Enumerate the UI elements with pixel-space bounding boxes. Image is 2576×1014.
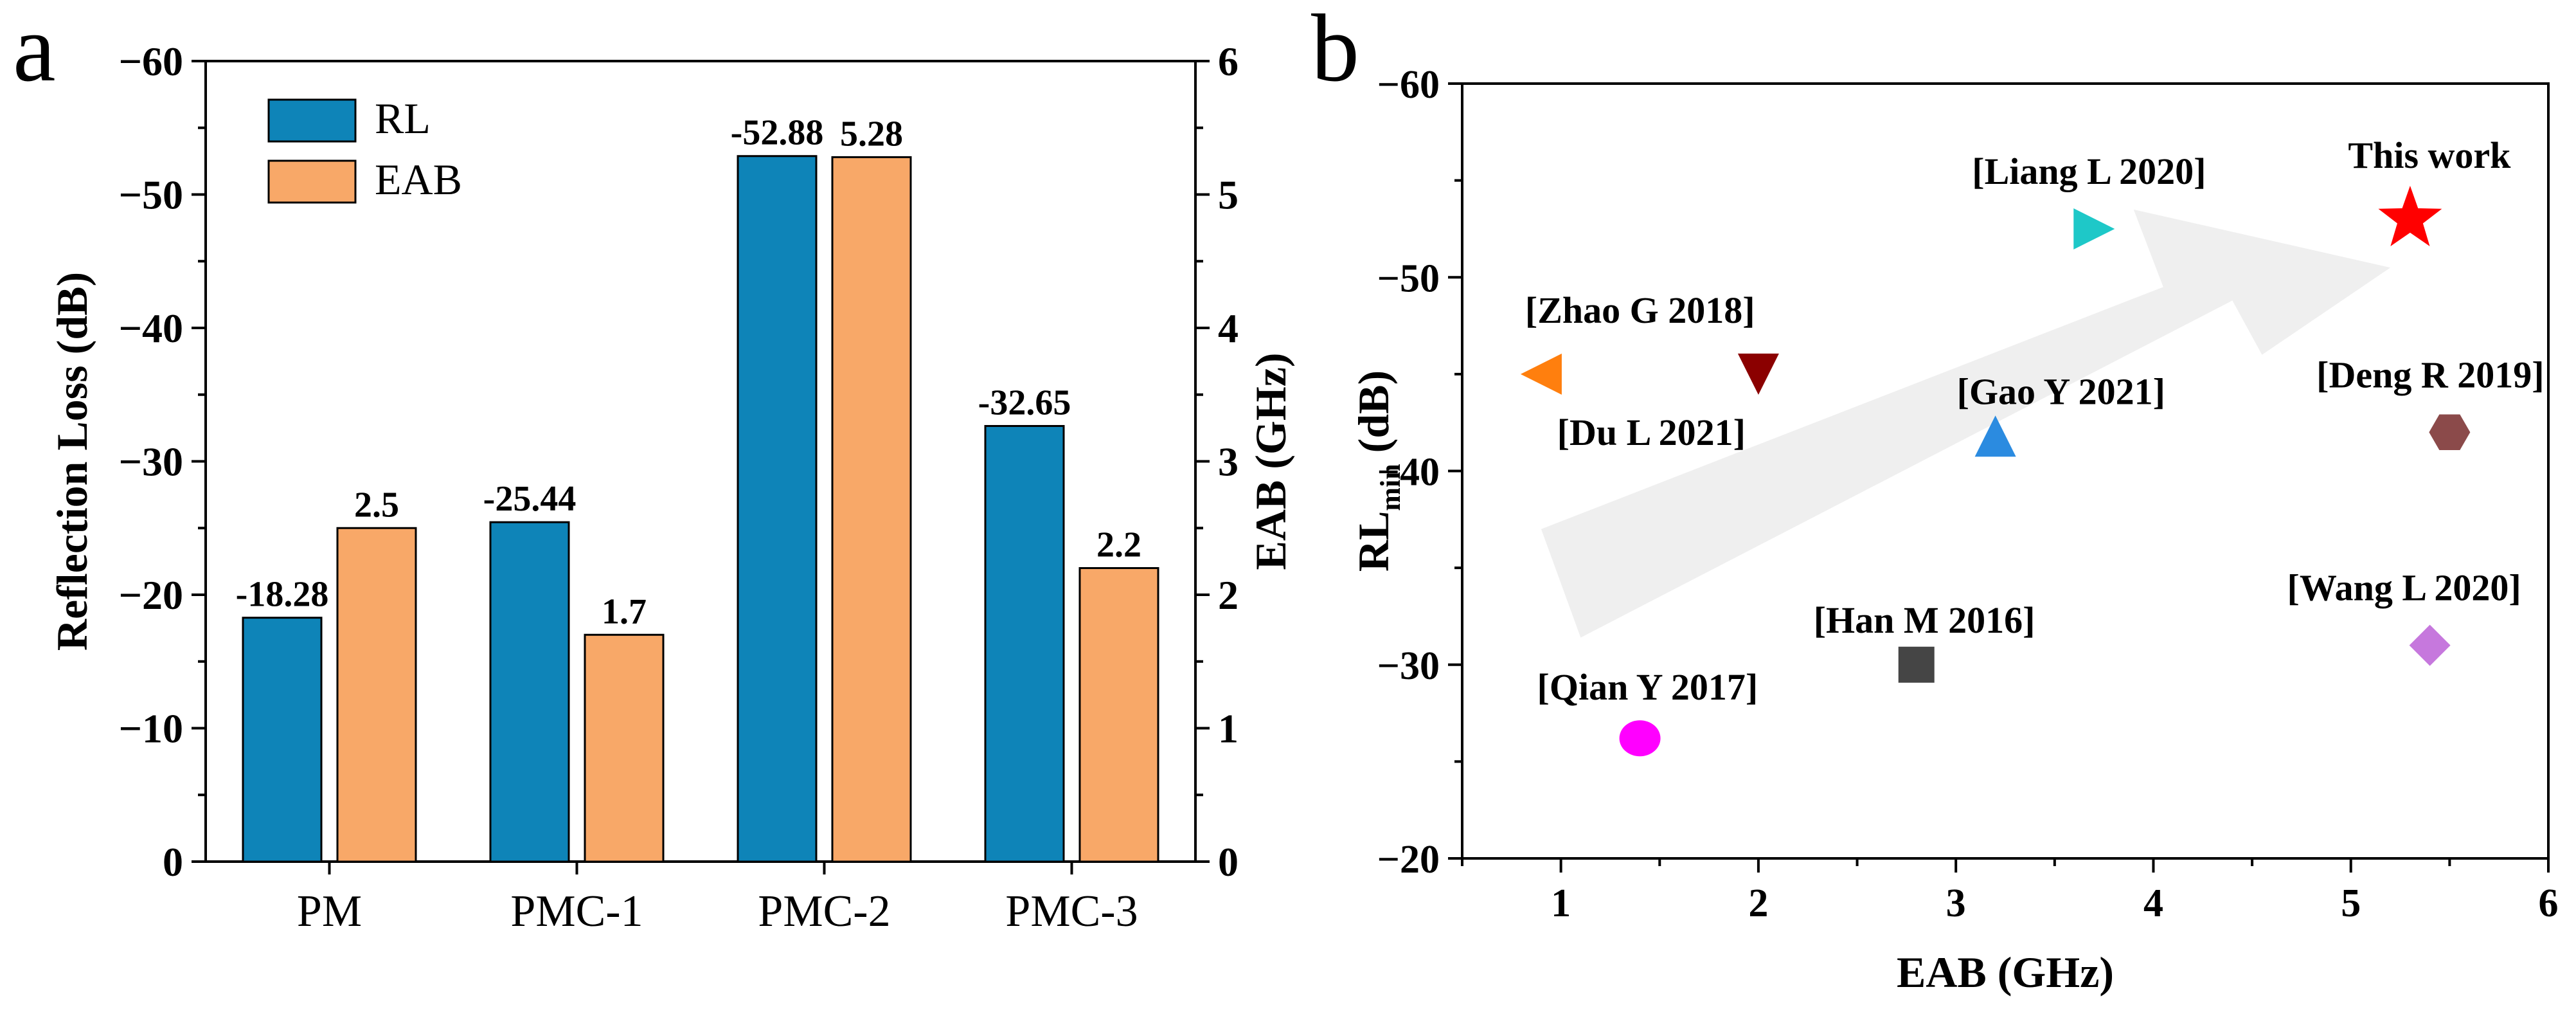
y2-tick-label: 0 [1218, 839, 1239, 885]
y-tick-label: −20 [1377, 838, 1440, 882]
y-tick-label: −20 [119, 572, 183, 618]
bar-rl [984, 425, 1065, 863]
y-tick-label: 0 [163, 839, 183, 885]
y-axis-label: Reflection Loss (dB) [48, 272, 96, 651]
point-label: [Liang L 2020] [1972, 150, 2206, 192]
y-tick-label: −60 [1377, 63, 1440, 107]
legend-swatch-rl [267, 98, 357, 143]
y-axis-label: RLmin (dB) [1349, 370, 1406, 572]
legend-label: RL [375, 94, 431, 143]
y2-axis-label: EAB (GHz) [1246, 352, 1295, 570]
panel-a-bar-chart: 0 −10 −20 −30 −40 −50 −60 0 1 2 3 4 5 6 Reflection Los… [48, 39, 1295, 936]
x-tick-label: 3 [1946, 882, 1966, 925]
y2-tick-label: 3 [1218, 439, 1239, 485]
y2-tick-label: 5 [1218, 172, 1239, 218]
bar-rl [489, 521, 570, 863]
trend-arrow [1541, 209, 2391, 638]
x-tick-label: 4 [2143, 882, 2163, 925]
y-tick-label: −40 [1377, 451, 1440, 494]
x-tick-label: 6 [2539, 882, 2559, 925]
y-tick-label: −60 [119, 39, 183, 84]
marker-triangle-up [1974, 415, 2016, 457]
y-tick-label: −30 [1377, 644, 1440, 688]
bar-value-label: -32.65 [978, 383, 1071, 423]
x-tick-label: PMC-2 [758, 887, 890, 936]
y2-tick-label: 6 [1218, 39, 1239, 84]
y2-tick-label: 2 [1218, 572, 1239, 618]
bar-value-label: -25.44 [483, 479, 577, 519]
bar-eab [831, 156, 912, 863]
marker-triangle-left [1520, 353, 1562, 395]
bar-value-label: 2.5 [354, 485, 399, 525]
marker-star [2378, 185, 2442, 246]
point-label: This work [2348, 134, 2511, 176]
y2-tick-label: 4 [1218, 305, 1239, 351]
bar-value-label: 1.7 [602, 592, 647, 631]
y-tick-label: −30 [119, 439, 183, 485]
y-tick-label: −40 [119, 305, 183, 351]
point-label: [Zhao G 2018] [1525, 289, 1755, 331]
panel-a-label: a [13, 0, 56, 102]
bar-value-label: 5.28 [840, 114, 903, 154]
bar-value-label: -52.88 [731, 113, 824, 153]
legend-label: EAB [375, 155, 462, 204]
legend-swatch-eab [267, 159, 357, 204]
marker-triangle-down [1737, 353, 1779, 395]
y2-tick-label: 1 [1218, 706, 1239, 752]
point-label: [Du L 2021] [1557, 412, 1746, 453]
bar-rl [737, 155, 818, 863]
x-tick-label: 5 [2341, 882, 2361, 925]
y-tick-label: −50 [119, 172, 183, 218]
marker-circle [1619, 720, 1661, 757]
y-tick-label: −10 [119, 706, 183, 752]
x-tick-label: 2 [1748, 882, 1768, 925]
marker-hexagon [2429, 414, 2471, 450]
panel-b-scatter-chart: −20 −30 −40 −50 −60 1 2 3 4 5 6 EAB (GHz) RLmin (dB)… [1349, 63, 2559, 997]
bar-rl [242, 617, 323, 863]
x-tick-label: PMC-3 [1005, 887, 1138, 936]
marker-square [1898, 646, 1935, 683]
x-tick-label: PMC-1 [510, 887, 643, 936]
x-axis-label: EAB (GHz) [1897, 948, 2114, 997]
bar-eab [1078, 567, 1159, 863]
panel-b-label: b [1311, 0, 1359, 102]
point-label: [Deng R 2019] [2316, 354, 2544, 395]
y-tick-label: −50 [1377, 257, 1440, 300]
bar-eab [584, 633, 665, 863]
marker-diamond [2409, 624, 2451, 666]
point-label: [Qian Y 2017] [1537, 666, 1758, 708]
marker-triangle-right [2073, 208, 2115, 249]
bar-value-label: 2.2 [1096, 525, 1141, 565]
bar-eab [336, 527, 417, 863]
x-tick-label: PM [297, 887, 362, 936]
point-label: [Wang L 2020] [2287, 567, 2521, 609]
bar-value-label: -18.28 [236, 575, 329, 615]
x-tick-label: 1 [1551, 882, 1571, 925]
point-label: [Han M 2016] [1814, 599, 2035, 641]
point-label: [Gao Y 2021] [1957, 370, 2165, 412]
